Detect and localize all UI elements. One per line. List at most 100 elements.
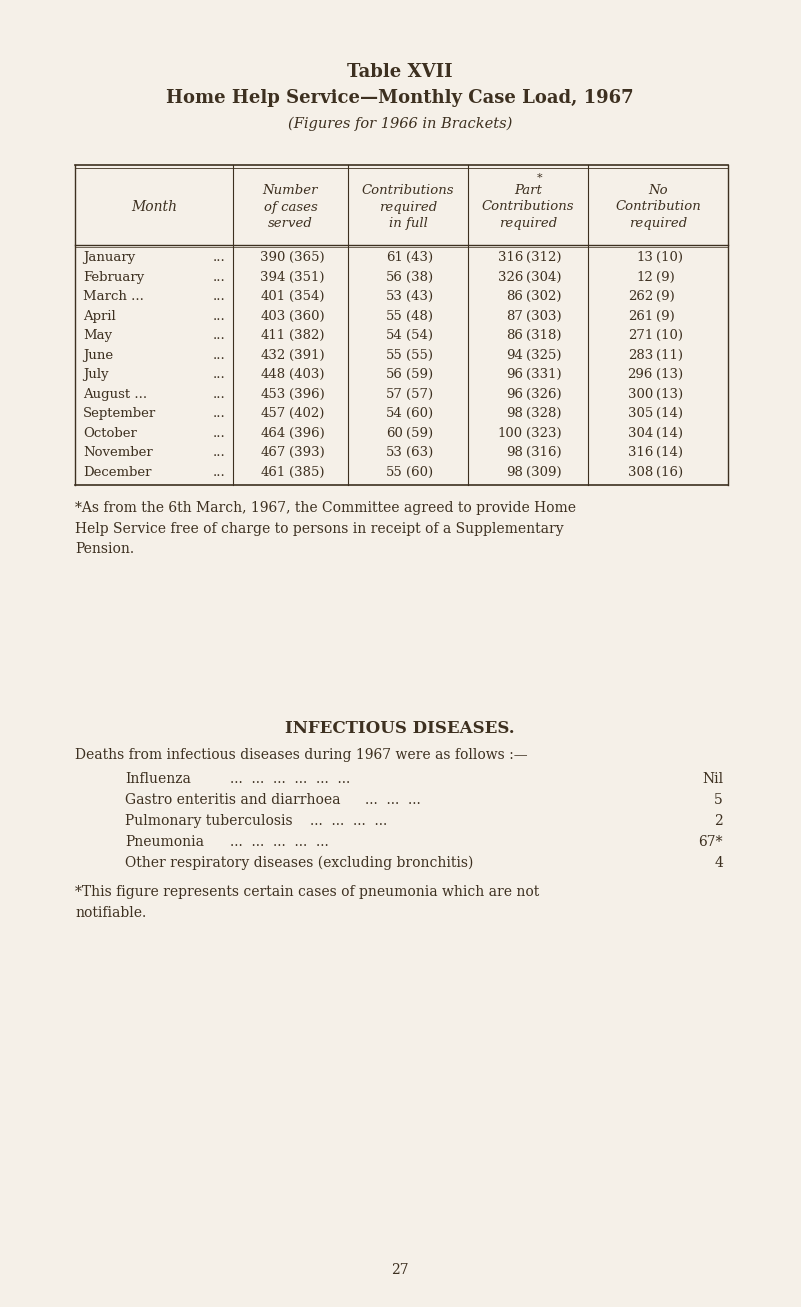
Text: Part
Contributions
required: Part Contributions required bbox=[481, 184, 574, 230]
Text: 2: 2 bbox=[714, 814, 723, 829]
Text: (54): (54) bbox=[406, 329, 433, 342]
Text: 27: 27 bbox=[391, 1263, 409, 1277]
Text: May: May bbox=[83, 329, 112, 342]
Text: (Figures for 1966 in Brackets): (Figures for 1966 in Brackets) bbox=[288, 116, 512, 131]
Text: 86: 86 bbox=[506, 290, 523, 303]
Text: 261: 261 bbox=[628, 310, 653, 323]
Text: (10): (10) bbox=[656, 329, 683, 342]
Text: Month: Month bbox=[131, 200, 177, 214]
Text: Pneumonia: Pneumonia bbox=[125, 835, 204, 850]
Text: 94: 94 bbox=[506, 349, 523, 362]
Text: *: * bbox=[537, 173, 543, 183]
Text: ...: ... bbox=[212, 369, 225, 382]
Text: 53: 53 bbox=[386, 290, 403, 303]
Text: (385): (385) bbox=[288, 465, 324, 478]
Text: December: December bbox=[83, 465, 151, 478]
Text: 403: 403 bbox=[260, 310, 285, 323]
Text: 300: 300 bbox=[628, 388, 653, 401]
Text: September: September bbox=[83, 408, 156, 421]
Text: (10): (10) bbox=[656, 251, 683, 264]
Text: 432: 432 bbox=[260, 349, 285, 362]
Text: 67*: 67* bbox=[698, 835, 723, 850]
Text: Contributions
required
in full: Contributions required in full bbox=[362, 184, 454, 230]
Text: 98: 98 bbox=[506, 465, 523, 478]
Text: 283: 283 bbox=[628, 349, 653, 362]
Text: 326: 326 bbox=[497, 271, 523, 284]
Text: 86: 86 bbox=[506, 329, 523, 342]
Text: 262: 262 bbox=[628, 290, 653, 303]
Text: ...: ... bbox=[212, 349, 225, 362]
Text: (326): (326) bbox=[526, 388, 562, 401]
Text: 55: 55 bbox=[386, 349, 403, 362]
Text: (55): (55) bbox=[406, 349, 433, 362]
Text: November: November bbox=[83, 446, 153, 459]
Text: ...  ...  ...  ...  ...  ...: ... ... ... ... ... ... bbox=[230, 772, 350, 786]
Text: 464: 464 bbox=[260, 427, 285, 439]
Text: (403): (403) bbox=[288, 369, 324, 382]
Text: Other respiratory diseases (excluding bronchitis): Other respiratory diseases (excluding br… bbox=[125, 856, 473, 870]
Text: 316: 316 bbox=[497, 251, 523, 264]
Text: 401: 401 bbox=[260, 290, 285, 303]
Text: Influenza: Influenza bbox=[125, 772, 191, 786]
Text: 100: 100 bbox=[498, 427, 523, 439]
Text: 60: 60 bbox=[386, 427, 403, 439]
Text: (38): (38) bbox=[406, 271, 433, 284]
Text: Pulmonary tuberculosis: Pulmonary tuberculosis bbox=[125, 814, 292, 829]
Text: (325): (325) bbox=[526, 349, 562, 362]
Text: June: June bbox=[83, 349, 113, 362]
Text: (14): (14) bbox=[656, 427, 683, 439]
Text: Table XVII: Table XVII bbox=[347, 63, 453, 81]
Text: (312): (312) bbox=[526, 251, 562, 264]
Text: ...: ... bbox=[212, 329, 225, 342]
Text: (402): (402) bbox=[288, 408, 324, 421]
Text: February: February bbox=[83, 271, 144, 284]
Text: (331): (331) bbox=[526, 369, 562, 382]
Text: (11): (11) bbox=[656, 349, 683, 362]
Text: August ...: August ... bbox=[83, 388, 147, 401]
Text: ...  ...  ...  ...: ... ... ... ... bbox=[310, 814, 387, 829]
Text: 98: 98 bbox=[506, 446, 523, 459]
Text: 304: 304 bbox=[628, 427, 653, 439]
Text: (365): (365) bbox=[288, 251, 324, 264]
Text: 55: 55 bbox=[386, 310, 403, 323]
Text: (13): (13) bbox=[656, 369, 683, 382]
Text: (16): (16) bbox=[656, 465, 683, 478]
Text: Number
of cases
served: Number of cases served bbox=[263, 184, 318, 230]
Text: 296: 296 bbox=[628, 369, 653, 382]
Text: (60): (60) bbox=[406, 408, 433, 421]
Text: January: January bbox=[83, 251, 135, 264]
Text: Deaths from infectious diseases during 1967 were as follows :—: Deaths from infectious diseases during 1… bbox=[75, 748, 528, 762]
Text: (396): (396) bbox=[288, 427, 324, 439]
Text: 12: 12 bbox=[636, 271, 653, 284]
Text: (9): (9) bbox=[656, 290, 674, 303]
Text: (59): (59) bbox=[406, 427, 433, 439]
Text: 4: 4 bbox=[714, 856, 723, 870]
Text: 54: 54 bbox=[386, 408, 403, 421]
Text: (14): (14) bbox=[656, 446, 683, 459]
Text: (43): (43) bbox=[406, 251, 433, 264]
Text: Gastro enteritis and diarrhoea: Gastro enteritis and diarrhoea bbox=[125, 793, 340, 806]
Text: 457: 457 bbox=[260, 408, 285, 421]
Text: ...: ... bbox=[212, 388, 225, 401]
Text: 308: 308 bbox=[628, 465, 653, 478]
Text: (316): (316) bbox=[526, 446, 562, 459]
Text: (382): (382) bbox=[288, 329, 324, 342]
Text: No
Contribution
required: No Contribution required bbox=[615, 184, 701, 230]
Text: (63): (63) bbox=[406, 446, 433, 459]
Text: 390: 390 bbox=[260, 251, 285, 264]
Text: 271: 271 bbox=[628, 329, 653, 342]
Text: 13: 13 bbox=[636, 251, 653, 264]
Text: 98: 98 bbox=[506, 408, 523, 421]
Text: (14): (14) bbox=[656, 408, 683, 421]
Text: 96: 96 bbox=[506, 388, 523, 401]
Text: (303): (303) bbox=[526, 310, 562, 323]
Text: (328): (328) bbox=[526, 408, 562, 421]
Text: (9): (9) bbox=[656, 271, 674, 284]
Text: (309): (309) bbox=[526, 465, 562, 478]
Text: 394: 394 bbox=[260, 271, 285, 284]
Text: March ...: March ... bbox=[83, 290, 144, 303]
Text: ...: ... bbox=[212, 465, 225, 478]
Text: July: July bbox=[83, 369, 109, 382]
Text: (302): (302) bbox=[526, 290, 562, 303]
Text: (351): (351) bbox=[288, 271, 324, 284]
